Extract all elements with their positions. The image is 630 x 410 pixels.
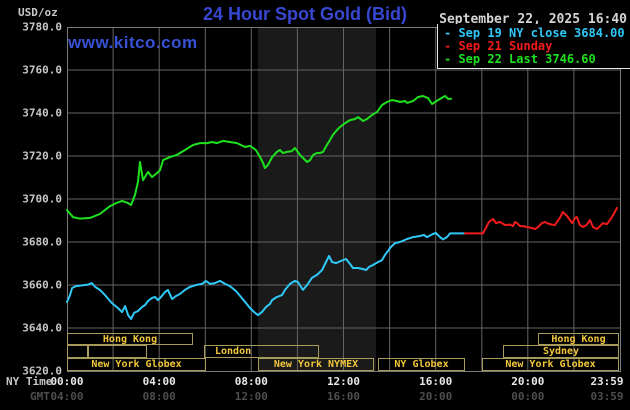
session-box-london: London [204,345,319,358]
y-tick-label: 3700.0 [22,192,62,206]
session-box-new-york-globex: New York Globex [482,358,619,371]
session-box [88,345,147,358]
session-box-new-york-nymex: New York NYMEX [258,358,374,371]
y-tick-label: 3680.0 [22,235,62,249]
chart-title: 24 Hour Spot Gold (Bid) [203,4,407,24]
gmt-axis-label: GMT [30,390,50,403]
legend-item: - Sep 19 NY close 3684.00 [444,26,625,40]
x-tick-gmt: 08:00 [142,390,176,403]
price-series-2 [66,95,453,220]
price-series-0 [66,232,466,320]
x-tick-gmt: 12:00 [234,390,268,403]
x-tick-ny: 08:00 [234,375,268,388]
ny-time-axis-label: NY Time [6,375,53,388]
session-box-hong-kong: Hong Kong [538,333,619,345]
y-tick-label: 3740.0 [22,106,62,120]
legend: - Sep 19 NY close 3684.00- Sep 21 Sunday… [437,24,630,69]
x-tick-gmt: 16:00 [326,390,361,403]
y-tick-label: 3780.0 [22,20,62,34]
x-tick-gmt: 20:00 [419,390,453,403]
y-tick-label: 3620.0 [22,364,62,378]
x-tick-ny: 12:00 [326,375,361,388]
x-tick-gmt: 00:00 [511,390,545,403]
price-series-1 [463,207,618,235]
y-tick-label: 3640.0 [22,321,62,335]
legend-item: - Sep 21 Sunday [444,39,553,53]
legend-item: - Sep 22 Last 3746.60 [444,52,596,66]
x-tick-gmt: 03:59 [590,390,624,403]
y-tick-label: 3760.0 [22,63,62,77]
y-tick-label: 3660.0 [22,278,62,292]
session-box [67,345,88,358]
session-box-sydney: Sydney [503,345,619,358]
x-tick-ny: 23:59 [590,375,624,388]
y-tick-label: 3720.0 [22,149,62,163]
x-tick-ny: 20:00 [511,375,545,388]
datetime-label: September 22, 2025 16:40 [439,12,627,27]
kitco-website-link[interactable]: www.kitco.com [68,33,198,52]
x-tick-gmt: 04:00 [50,390,84,403]
x-tick-ny: 04:00 [142,375,176,388]
plot-border [67,27,621,372]
x-tick-ny: 16:00 [419,375,453,388]
session-box-new-york-globex: New York Globex [67,358,206,371]
session-box-hong-kong: Hong Kong [67,333,193,345]
x-tick-ny: 00:00 [50,375,84,388]
units-label: USD/oz [18,6,58,19]
session-box-ny-globex: NY Globex [378,358,465,371]
